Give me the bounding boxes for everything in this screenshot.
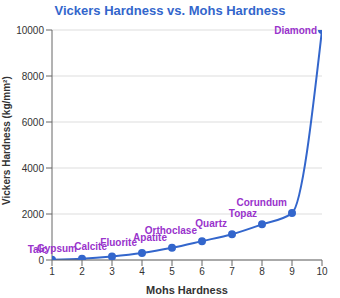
svg-text:7: 7 bbox=[229, 266, 235, 277]
svg-text:4000: 4000 bbox=[22, 163, 45, 174]
svg-text:Calcite: Calcite bbox=[74, 240, 107, 252]
svg-text:Corundum: Corundum bbox=[236, 197, 287, 208]
svg-text:0: 0 bbox=[38, 255, 44, 266]
svg-text:3: 3 bbox=[109, 266, 115, 277]
svg-text:Vickers Hardness (kg/mm²): Vickers Hardness (kg/mm²) bbox=[8, 76, 12, 205]
svg-text:2: 2 bbox=[79, 266, 85, 277]
html-text:Vickers Hardness vs. Mohs Hard: Vickers Hardness vs. Mohs Hardness bbox=[54, 3, 286, 18]
svg-text:Apatite: Apatite bbox=[133, 231, 167, 243]
svg-text:5: 5 bbox=[169, 266, 175, 277]
svg-text:9: 9 bbox=[289, 266, 295, 277]
svg-text:6000: 6000 bbox=[22, 117, 45, 128]
svg-text:Orthoclase: Orthoclase bbox=[145, 225, 198, 236]
svg-text:8000: 8000 bbox=[22, 71, 45, 82]
svg-text:1: 1 bbox=[49, 266, 55, 277]
svg-text:10000: 10000 bbox=[16, 25, 44, 36]
svg-text:Quartz: Quartz bbox=[195, 218, 227, 229]
svg-text:4: 4 bbox=[139, 266, 145, 277]
svg-text:10: 10 bbox=[316, 266, 328, 277]
svg-text:Diamond: Diamond bbox=[274, 25, 317, 36]
svg-text:Mohs Hardness: Mohs Hardness bbox=[146, 284, 228, 296]
svg-text:8: 8 bbox=[259, 266, 265, 277]
svg-text:2000: 2000 bbox=[22, 209, 45, 220]
svg-text:6: 6 bbox=[199, 266, 205, 277]
svg-text:Topaz: Topaz bbox=[229, 208, 257, 219]
svg-text:Fluorite: Fluorite bbox=[100, 237, 137, 248]
svg-text:Gypsum: Gypsum bbox=[37, 243, 77, 254]
